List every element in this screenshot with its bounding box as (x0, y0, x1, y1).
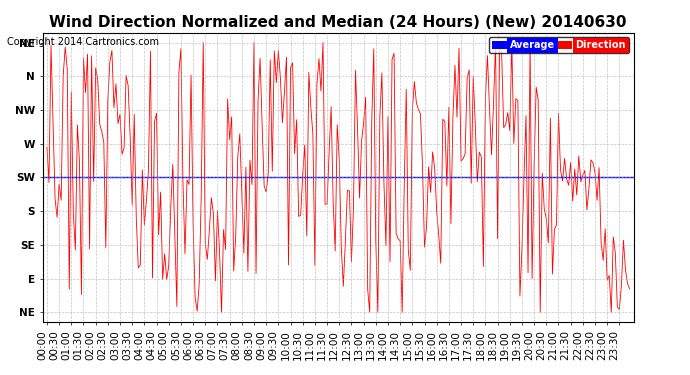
Text: Copyright 2014 Cartronics.com: Copyright 2014 Cartronics.com (7, 37, 159, 47)
Title: Wind Direction Normalized and Median (24 Hours) (New) 20140630: Wind Direction Normalized and Median (24… (50, 15, 627, 30)
Legend: Average, Direction: Average, Direction (489, 38, 629, 53)
